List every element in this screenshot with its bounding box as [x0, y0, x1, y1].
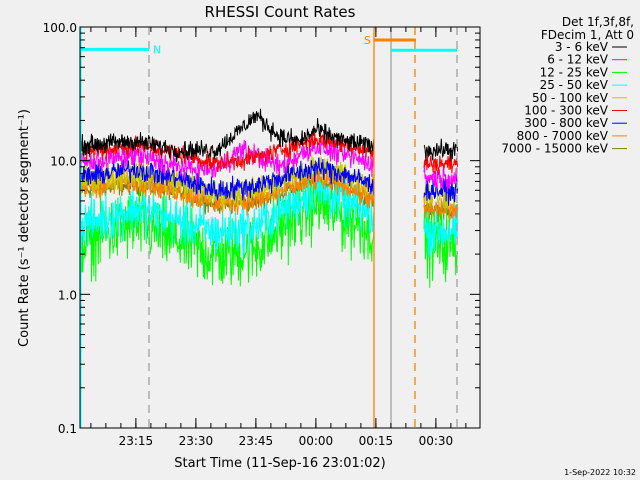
- series-line-100-300keV: [423, 153, 459, 175]
- legend-label: 100 - 300 keV: [524, 104, 608, 118]
- chart-title: RHESSI Count Rates: [205, 3, 356, 21]
- legend-label: 25 - 50 keV: [540, 78, 609, 92]
- y-tick-label: 10.0: [50, 155, 77, 169]
- legend-label: 800 - 7000 keV: [517, 129, 609, 143]
- series-line-25-50keV: [423, 203, 459, 258]
- series-line-25-50keV: [80, 170, 375, 258]
- legend-label: 50 - 100 keV: [532, 91, 609, 105]
- plot-frame: [79, 26, 481, 429]
- legend: Det 1f,3f,8f, FDecim 1, Att 0 3 - 6 keV6…: [501, 15, 634, 156]
- legend-header-2: FDecim 1, Att 0: [541, 28, 634, 42]
- x-tick-label: 00:00: [299, 434, 334, 448]
- y-axis-label: Count Rate (s⁻¹ detector segment⁻¹): [17, 109, 32, 347]
- legend-label: 12 - 25 keV: [540, 65, 609, 79]
- series-line-3-6keV: [80, 108, 375, 163]
- legend-label: 6 - 12 keV: [547, 53, 609, 67]
- series-line-300-800keV: [80, 157, 375, 201]
- x-axis-label: Start Time (11-Sep-16 23:01:02): [174, 456, 385, 471]
- y-tick-label: 1.0: [58, 288, 77, 302]
- axis-layer: 0.1 1.0 10.0 100.0 23:15 23:30 23:45 00:00 00:15…: [43, 21, 480, 448]
- legend-label: 7000 - 15000 keV: [501, 142, 608, 156]
- footer-timestamp: 1-Sep-2022 10:32: [564, 468, 636, 477]
- series-line-800-7000keV: [423, 196, 459, 219]
- y-tick-label: 0.1: [58, 422, 77, 436]
- legend-label: 3 - 6 keV: [555, 40, 609, 54]
- x-tick-label: 23:30: [179, 434, 214, 448]
- x-tick-label: 00:15: [359, 434, 394, 448]
- x-tick-label: 23:45: [239, 434, 274, 448]
- series-layer: [80, 108, 459, 288]
- x-tick-label: 00:30: [419, 434, 454, 448]
- annotation-layer: NS: [80, 27, 458, 428]
- marker-label: S: [364, 34, 371, 47]
- series-line-6-12keV: [423, 164, 459, 193]
- y-tick-label: 100.0: [43, 21, 77, 35]
- series-line-6-12keV: [80, 134, 375, 185]
- legend-header-1: Det 1f,3f,8f,: [562, 15, 634, 29]
- x-tick-label: 23:15: [119, 434, 154, 448]
- series-line-3-6keV: [423, 138, 459, 162]
- marker-label: N: [153, 43, 161, 56]
- series-line-12-25keV: [80, 169, 375, 287]
- legend-label: 300 - 800 keV: [524, 116, 608, 130]
